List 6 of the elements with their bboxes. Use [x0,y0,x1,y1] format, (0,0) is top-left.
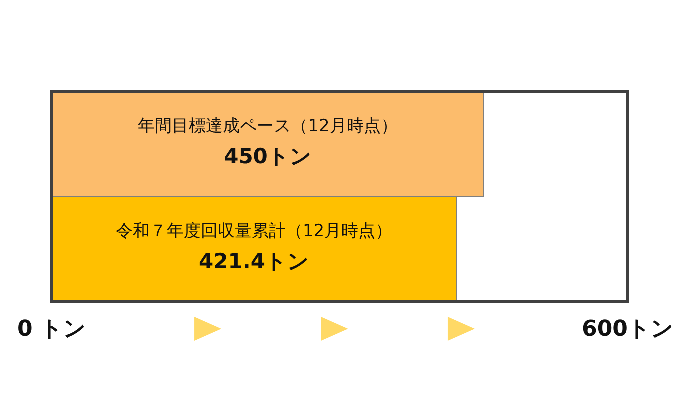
x-tick-label: 0 トン [18,317,86,342]
y-tick-label: 年間目標達成ペース（12月時点） [138,116,398,136]
data-label: 421.4トン [199,250,310,274]
x-tick-label: 600トン [582,317,674,342]
data-label: 450トン [224,144,312,168]
y-tick-label: 令和７年度回収量累計（12月時点） [116,222,393,242]
